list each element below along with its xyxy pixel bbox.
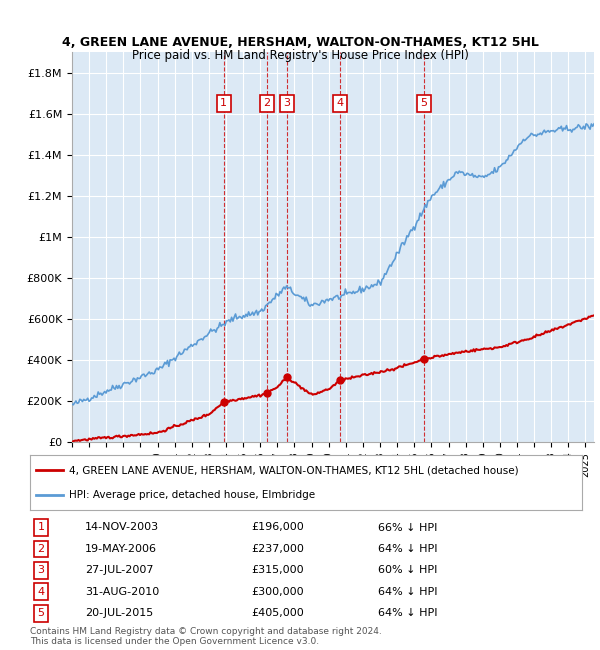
Text: 2: 2 [263,98,271,109]
Text: £196,000: £196,000 [251,523,304,532]
Text: 64% ↓ HPI: 64% ↓ HPI [378,608,437,618]
Text: 64% ↓ HPI: 64% ↓ HPI [378,587,437,597]
Text: Price paid vs. HM Land Registry's House Price Index (HPI): Price paid vs. HM Land Registry's House … [131,49,469,62]
Text: 5: 5 [38,608,44,618]
Text: Contains HM Land Registry data © Crown copyright and database right 2024.: Contains HM Land Registry data © Crown c… [30,627,382,636]
Text: 4: 4 [337,98,344,109]
Text: 19-MAY-2006: 19-MAY-2006 [85,544,157,554]
Text: £237,000: £237,000 [251,544,304,554]
Text: 20-JUL-2015: 20-JUL-2015 [85,608,154,618]
Text: 1: 1 [38,523,44,532]
Text: 3: 3 [284,98,290,109]
Text: £405,000: £405,000 [251,608,304,618]
Text: 31-AUG-2010: 31-AUG-2010 [85,587,160,597]
Text: 3: 3 [38,566,44,575]
Text: 4: 4 [37,587,44,597]
Text: 66% ↓ HPI: 66% ↓ HPI [378,523,437,532]
Text: 27-JUL-2007: 27-JUL-2007 [85,566,154,575]
Text: This data is licensed under the Open Government Licence v3.0.: This data is licensed under the Open Gov… [30,636,319,645]
Text: £300,000: £300,000 [251,587,304,597]
Text: 14-NOV-2003: 14-NOV-2003 [85,523,160,532]
Text: HPI: Average price, detached house, Elmbridge: HPI: Average price, detached house, Elmb… [68,490,315,500]
Text: 1: 1 [220,98,227,109]
Text: 5: 5 [420,98,427,109]
Text: 64% ↓ HPI: 64% ↓ HPI [378,544,437,554]
Text: 2: 2 [37,544,44,554]
Text: 60% ↓ HPI: 60% ↓ HPI [378,566,437,575]
Text: £315,000: £315,000 [251,566,304,575]
Text: 4, GREEN LANE AVENUE, HERSHAM, WALTON-ON-THAMES, KT12 5HL (detached house): 4, GREEN LANE AVENUE, HERSHAM, WALTON-ON… [68,465,518,475]
Text: 4, GREEN LANE AVENUE, HERSHAM, WALTON-ON-THAMES, KT12 5HL: 4, GREEN LANE AVENUE, HERSHAM, WALTON-ON… [62,36,538,49]
